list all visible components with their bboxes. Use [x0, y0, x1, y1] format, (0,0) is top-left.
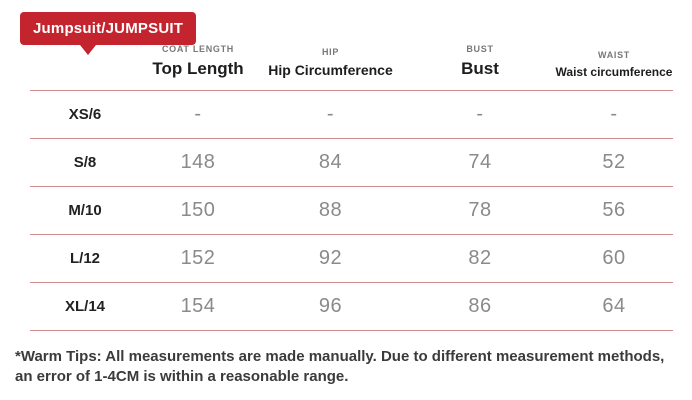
size-label: XL/14 [64, 297, 106, 315]
header-cell-hip: HIP Hip Circumference [256, 47, 405, 78]
column-label: Waist circumference [555, 64, 673, 79]
cell-hip: 88 [318, 198, 343, 221]
warm-tips-note: *Warm Tips: All measurements are made ma… [15, 348, 665, 386]
table-body: XS/6 - - - - S/8 148 84 74 52 M/10 150 8… [30, 89, 673, 331]
cell-top-length: 154 [180, 294, 216, 317]
cell-waist: 56 [602, 198, 626, 221]
cell-top-length: 148 [180, 150, 216, 173]
cell-bust: - [476, 102, 484, 125]
size-label: XS/6 [68, 105, 102, 123]
cell-hip: 96 [318, 294, 343, 317]
cell-waist: - [610, 102, 618, 125]
cell-hip: - [326, 102, 335, 125]
cell-bust: 86 [468, 294, 492, 317]
table-row-m10: M/10 150 88 78 56 [30, 187, 673, 235]
size-label: S/8 [73, 153, 97, 171]
badge-pointer [80, 45, 96, 55]
cell-top-length: 152 [180, 246, 216, 269]
size-label: L/12 [69, 249, 100, 267]
column-eyebrow: HIP [321, 47, 340, 58]
table-row-xl14: XL/14 154 96 86 64 [30, 283, 673, 331]
category-badge: Jumpsuit/JUMPSUIT [20, 12, 197, 55]
category-badge-label: Jumpsuit/JUMPSUIT [33, 20, 184, 37]
column-label: Top Length [152, 59, 244, 78]
cell-top-length: 150 [180, 198, 216, 221]
cell-top-length: - [194, 102, 202, 125]
cell-hip: 84 [318, 150, 343, 173]
table-header-row: COAT LENGTH Top Length HIP Hip Circumfer… [30, 34, 673, 90]
cell-hip: 92 [318, 246, 343, 269]
header-cell-top-length: COAT LENGTH Top Length [140, 44, 256, 79]
cell-bust: 78 [468, 198, 492, 221]
header-cell-waist: WAIST Waist circumference [555, 50, 673, 79]
size-label: M/10 [68, 201, 102, 219]
column-eyebrow: COAT LENGTH [161, 44, 235, 54]
table-row-s8: S/8 148 84 74 52 [30, 139, 673, 187]
header-cell-bust: BUST Bust [405, 44, 555, 79]
cell-bust: 74 [468, 150, 492, 173]
cell-bust: 82 [468, 246, 492, 269]
cell-waist: 52 [602, 150, 626, 173]
cell-waist: 64 [602, 294, 626, 317]
size-table: COAT LENGTH Top Length HIP Hip Circumfer… [30, 34, 673, 331]
column-eyebrow: BUST [466, 44, 494, 54]
column-label: Bust [461, 59, 499, 78]
cell-waist: 60 [602, 246, 626, 269]
table-row-l12: L/12 152 92 82 60 [30, 235, 673, 283]
column-eyebrow: WAIST [598, 49, 630, 60]
table-row-xs6: XS/6 - - - - [30, 91, 673, 139]
column-label: Hip Circumference [268, 62, 393, 79]
